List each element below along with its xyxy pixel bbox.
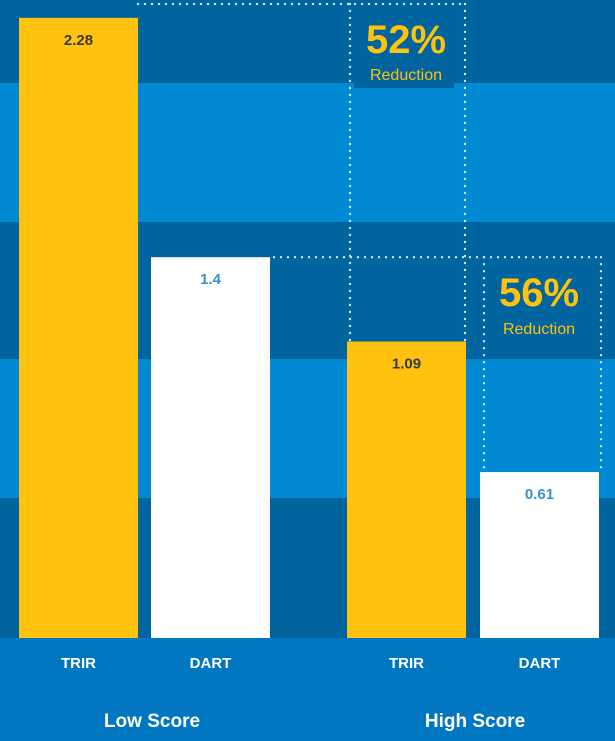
x-axis: TRIR DART Low Score TRIR DART High Score (61, 655, 560, 732)
data-label: 0.61 (525, 486, 554, 503)
x-tick-label: DART (519, 655, 561, 672)
reduction-percent: 56% (499, 271, 579, 315)
bar-dart-high (480, 472, 599, 638)
reduction-annotations: 52% Reduction 56% Reduction (354, 16, 590, 342)
group-label: Low Score (104, 711, 200, 732)
x-tick-label: TRIR (61, 655, 96, 672)
x-tick-label: TRIR (389, 655, 424, 672)
reduction-guides (136, 2, 603, 474)
bar-dart-low (151, 257, 270, 638)
group-label: High Score (425, 711, 525, 732)
x-tick-label: DART (190, 655, 232, 672)
reduction-percent: 52% (366, 18, 446, 62)
bars: 2.28 1.4 1.09 0.61 (19, 17, 599, 638)
data-label: 1.4 (200, 271, 222, 288)
reduction-label: Reduction (503, 321, 575, 338)
bar-trir-low (19, 17, 138, 638)
bar-trir-high (347, 341, 466, 638)
data-label: 1.09 (392, 356, 421, 373)
annotation-backdrop (354, 16, 454, 88)
reduction-label: Reduction (370, 67, 442, 84)
data-label: 2.28 (64, 32, 93, 49)
annotation-backdrop (492, 268, 590, 342)
